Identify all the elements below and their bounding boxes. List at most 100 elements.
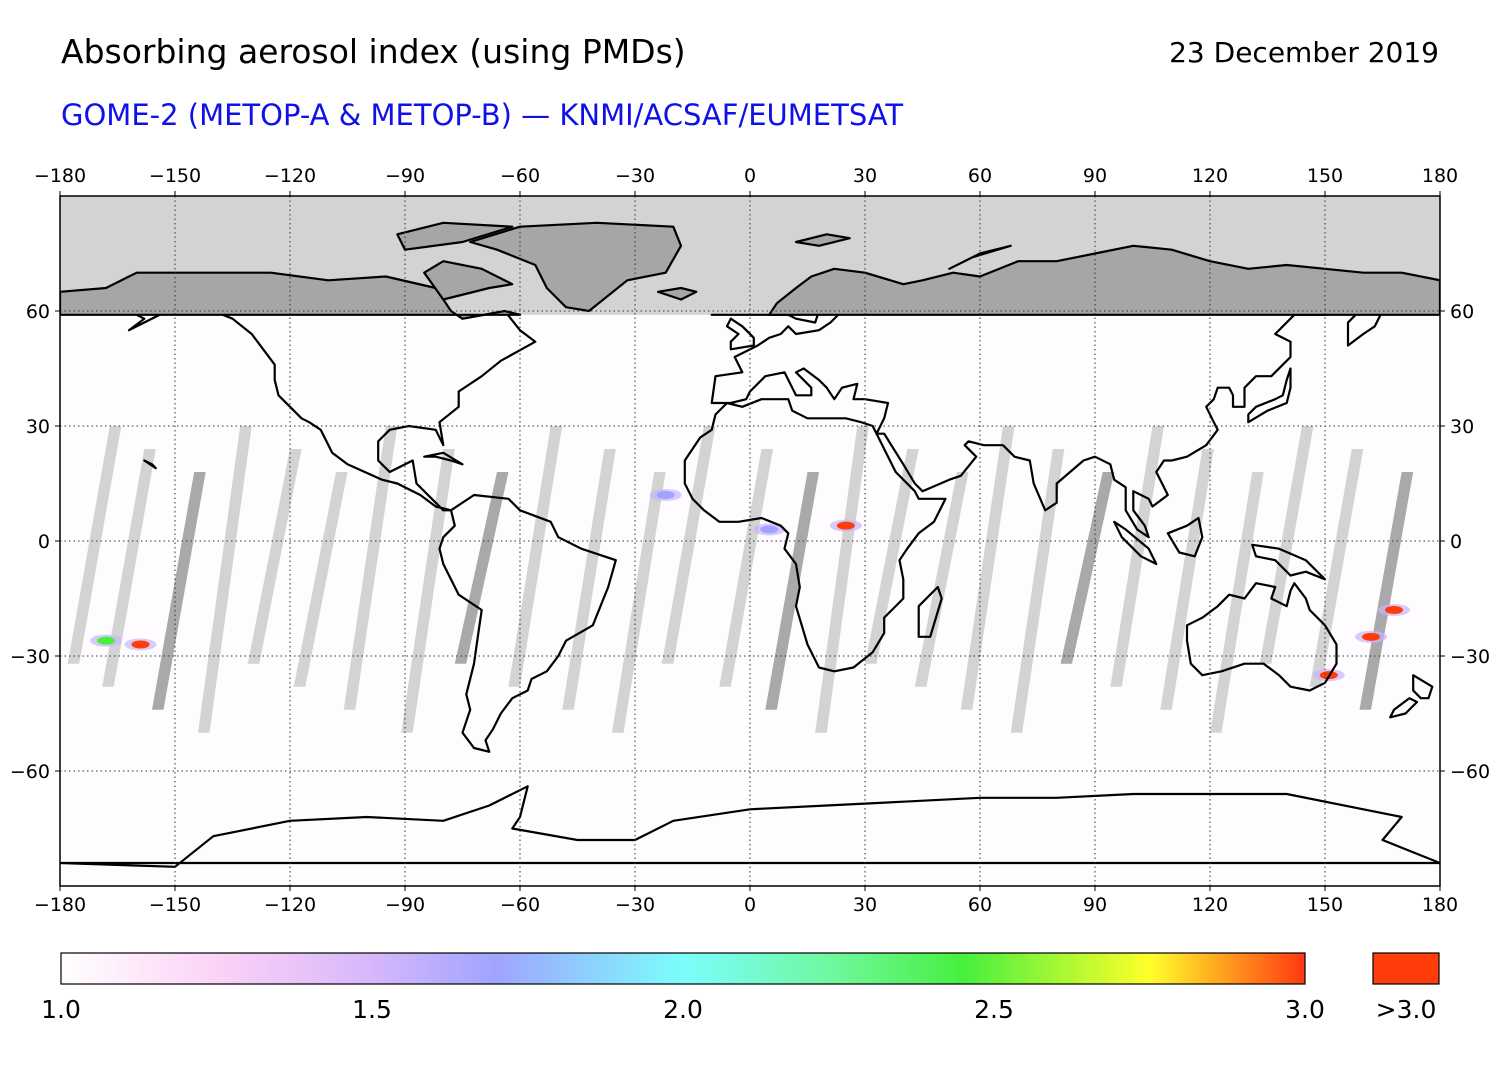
no-data-swath [815, 426, 869, 733]
coastline-south-america [438, 493, 617, 753]
coastline-new-guinea [1251, 543, 1327, 581]
no-data-swaths [67, 426, 1414, 733]
lon-label-bottom: 120 [1192, 894, 1228, 916]
no-data-swath [198, 426, 252, 733]
lat-label-right: 0 [1450, 531, 1462, 553]
colorbar [60, 952, 1306, 985]
colorbar-overflow-label: >3.0 [1375, 995, 1437, 1024]
lon-label-bottom: 90 [1083, 894, 1107, 916]
lon-label-bottom: −90 [385, 894, 425, 916]
coastline-hawaii [143, 459, 157, 470]
no-data-swath [454, 472, 509, 664]
lat-label-right: 30 [1450, 416, 1474, 438]
lon-label-top: 30 [853, 165, 877, 187]
lon-label-top: 180 [1422, 165, 1458, 187]
map-title: Absorbing aerosol index (using PMDs) [61, 32, 686, 71]
no-data-swath [562, 449, 616, 710]
lon-label-bottom: −30 [615, 894, 655, 916]
polar-land-svalbard [794, 233, 851, 247]
colorbar-label: 2.0 [663, 995, 703, 1024]
coastline-borneo [1166, 516, 1204, 558]
lon-label-top: 150 [1307, 165, 1343, 187]
no-data-swath [865, 449, 919, 664]
aerosol-plume-core [656, 491, 675, 499]
aerosol-plume-core [836, 521, 855, 530]
map-subtitle: GOME-2 (METOP-A & METOP-B) — KNMI/ACSAF/… [61, 98, 904, 132]
coastline-cuba [423, 451, 464, 466]
lat-label-right: −30 [1450, 646, 1490, 668]
polar-land-ellesmere-island [396, 221, 514, 251]
no-data-swath [765, 472, 819, 710]
no-data-swath [401, 449, 455, 733]
no-data-swath [914, 472, 969, 687]
lon-label-bottom: 0 [744, 894, 756, 916]
aerosol-plume-core [1385, 606, 1403, 614]
coastline-antarctica [60, 785, 1440, 868]
aerosol-plume-core [97, 636, 115, 645]
coastline-australia [1185, 582, 1338, 692]
coastline-great-britain [725, 317, 755, 351]
lat-label-right: −60 [1450, 761, 1490, 783]
lon-label-top: −150 [149, 165, 201, 187]
lon-label-bottom: −120 [264, 894, 316, 916]
colorbar-label: 1.0 [41, 995, 81, 1024]
coastline-africa [683, 398, 947, 673]
no-data-swath [247, 449, 302, 664]
lon-label-bottom: 30 [853, 894, 877, 916]
coastline-madagascar [917, 585, 943, 638]
lon-label-top: 90 [1083, 165, 1107, 187]
lon-label-top: 120 [1192, 165, 1228, 187]
no-data-swath [152, 472, 206, 710]
coastline-new-zealand-south [1389, 697, 1419, 719]
lon-label-top: −60 [500, 165, 540, 187]
map-date: 23 December 2019 [1169, 36, 1439, 69]
no-data-swath [1010, 449, 1065, 733]
no-data-swath [1110, 426, 1164, 687]
polar-land-iceland [656, 286, 698, 301]
no-data-swath [960, 426, 1015, 710]
colorbar-label: 2.5 [974, 995, 1014, 1024]
no-data-swath [1060, 472, 1115, 664]
lon-label-top: −180 [34, 165, 86, 187]
coastline-japan [1247, 367, 1292, 424]
no-data-swath [719, 449, 773, 687]
coastline-new-zealand [1412, 674, 1434, 700]
lon-label-bottom: 60 [968, 894, 992, 916]
no-data-swath [1309, 449, 1364, 687]
no-data-swath [293, 472, 348, 687]
lon-label-top: 60 [968, 165, 992, 187]
no-data-swath [661, 426, 716, 664]
no-data-swath [1359, 472, 1414, 710]
lon-label-top: −90 [385, 165, 425, 187]
no-data-swath [1210, 472, 1264, 733]
colorbar-label: 1.5 [352, 995, 392, 1024]
graticule [60, 196, 1440, 886]
no-data-swath [1160, 449, 1214, 710]
lon-label-bottom: 150 [1307, 894, 1343, 916]
aerosol-plume-core [760, 525, 779, 534]
polar-land-greenland [469, 221, 683, 313]
lon-label-bottom: −180 [34, 894, 86, 916]
lon-label-bottom: −60 [500, 894, 540, 916]
no-data-swath [67, 426, 122, 664]
polar-land-novaya-zemlya [948, 244, 1012, 270]
coastline-sumatra [1113, 520, 1158, 566]
no-data-swath [343, 426, 398, 710]
lon-label-bottom: 180 [1422, 894, 1458, 916]
lat-label-left: 0 [38, 531, 50, 553]
axis-ticks [55, 191, 1445, 891]
lat-label-left: −60 [10, 761, 50, 783]
lat-label-right: 60 [1450, 301, 1474, 323]
no-data-swath [612, 472, 666, 733]
axis-tick-labels: −180 −180 −150 −150 −120 −120 −90 −90 −60 −60 −30 −… [10, 165, 1490, 916]
aerosol-plume-core [131, 640, 150, 649]
no-data-swath [102, 449, 156, 687]
no-data-swath [508, 426, 563, 687]
colorbar-overflow-swatch [1372, 952, 1440, 985]
aerosol-plume-core [1362, 632, 1380, 641]
lon-label-top: −120 [264, 165, 316, 187]
no-data-swath [1259, 426, 1314, 664]
polar-land-baffin-island [423, 260, 514, 301]
colorbar-label: 3.0 [1285, 995, 1325, 1024]
